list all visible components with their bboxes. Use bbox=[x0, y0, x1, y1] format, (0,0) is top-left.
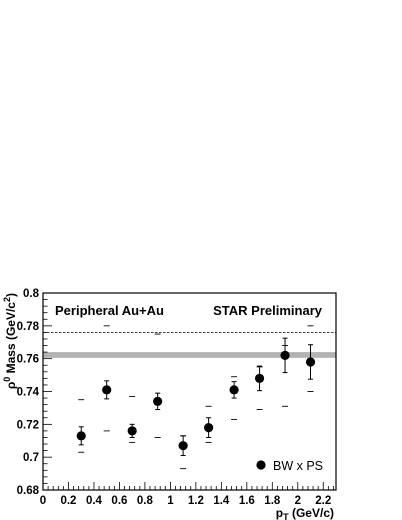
annotation-peripheral: Peripheral Au+Au bbox=[55, 303, 164, 318]
x-axis-title: pT (GeV/c) bbox=[276, 506, 334, 520]
x-tick-label: 1.2 bbox=[188, 495, 204, 507]
data-point bbox=[153, 396, 163, 406]
reference-band bbox=[43, 352, 336, 358]
y-axis-title-close: ) bbox=[4, 293, 18, 297]
y-tick-label: 0.72 bbox=[17, 419, 39, 431]
x-tick-label: 2 bbox=[295, 495, 301, 507]
x-tick-label: 0 bbox=[40, 495, 46, 507]
x-tick-label: 0.6 bbox=[111, 495, 127, 507]
x-axis-title-unit: (GeV/c) bbox=[289, 506, 334, 520]
y-tick-label: 0.74 bbox=[17, 387, 40, 399]
y-tick-label: 0.68 bbox=[17, 485, 40, 497]
x-axis-title-sub: T bbox=[283, 512, 289, 520]
data-point bbox=[76, 431, 86, 441]
y-tick-label: 0.78 bbox=[17, 321, 40, 333]
data-points-layer bbox=[76, 337, 316, 457]
x-tick-label: 0.2 bbox=[60, 495, 76, 507]
x-tick-label: 1.8 bbox=[264, 495, 281, 507]
data-point bbox=[254, 373, 265, 383]
y-axis-title-main: Mass (GeV/c bbox=[4, 302, 18, 377]
axis-ticks-layer bbox=[42, 292, 334, 491]
y-axis-title-sup: 0 bbox=[2, 377, 12, 382]
annotation-star-preliminary: STAR Preliminary bbox=[213, 303, 323, 318]
reference-layer bbox=[43, 331, 336, 358]
data-point bbox=[305, 357, 316, 367]
legend-marker bbox=[256, 460, 266, 470]
data-point bbox=[229, 385, 239, 395]
tick-labels-layer: 0 0.2 0.4 0.6 0.8 1 1.2 1.4 1.6 1.8 2 2.2 0.68 0.7 0.7… bbox=[17, 288, 332, 507]
y-axis-title: ρ0 Mass (GeV/c2) bbox=[2, 293, 18, 389]
data-point bbox=[178, 441, 188, 451]
x-tick-label: 1.4 bbox=[213, 495, 230, 507]
y-axis-title-sup2: 2 bbox=[2, 297, 12, 302]
x-axis-title-p: p bbox=[276, 506, 283, 520]
legend-label-bw-ps: BW x PS bbox=[273, 459, 323, 473]
x-tick-label: 1 bbox=[167, 495, 174, 507]
data-point bbox=[280, 350, 290, 360]
y-tick-label: 0.7 bbox=[23, 452, 39, 464]
x-tick-label: 0.4 bbox=[86, 495, 103, 507]
x-tick-label: 0.8 bbox=[137, 495, 154, 507]
systematic-error-layer bbox=[78, 325, 314, 470]
y-tick-label: 0.8 bbox=[23, 288, 40, 300]
y-axis-title-rho: ρ bbox=[4, 382, 18, 389]
y-tick-label: 0.76 bbox=[17, 354, 39, 366]
data-point bbox=[204, 423, 214, 433]
data-point bbox=[127, 426, 137, 436]
x-tick-label: 2.2 bbox=[315, 495, 331, 507]
legend: BW x PS bbox=[256, 459, 323, 473]
data-point bbox=[102, 385, 112, 395]
x-tick-label: 1.6 bbox=[239, 495, 255, 507]
